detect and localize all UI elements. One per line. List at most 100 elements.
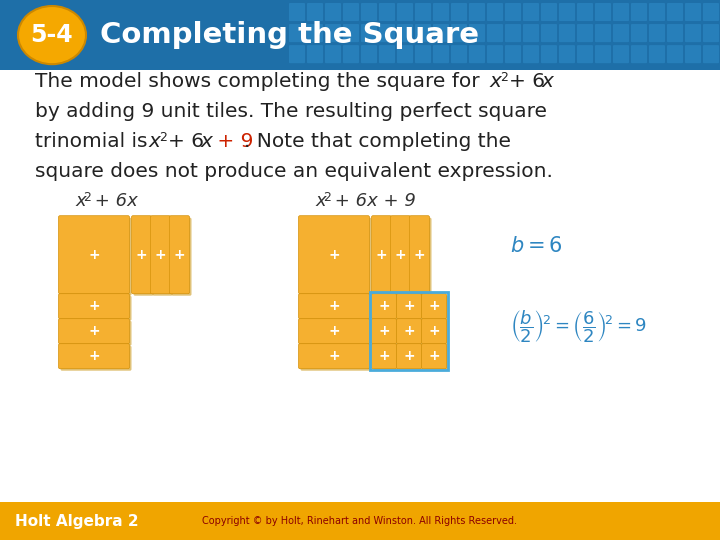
FancyBboxPatch shape — [361, 3, 377, 21]
FancyBboxPatch shape — [343, 45, 359, 63]
FancyBboxPatch shape — [649, 24, 665, 42]
FancyBboxPatch shape — [289, 24, 305, 42]
FancyBboxPatch shape — [60, 218, 132, 296]
FancyBboxPatch shape — [379, 45, 395, 63]
FancyBboxPatch shape — [410, 215, 430, 294]
FancyBboxPatch shape — [487, 45, 503, 63]
Text: 2: 2 — [159, 131, 167, 144]
FancyBboxPatch shape — [397, 343, 421, 369]
Text: +: + — [428, 324, 440, 338]
Text: +: + — [328, 248, 340, 262]
FancyBboxPatch shape — [397, 45, 413, 63]
Text: x: x — [490, 72, 502, 91]
FancyBboxPatch shape — [372, 343, 397, 369]
FancyBboxPatch shape — [423, 321, 449, 346]
Text: +: + — [376, 248, 387, 262]
Text: + 9: + 9 — [211, 132, 253, 151]
Text: Copyright © by Holt, Rinehart and Winston. All Rights Reserved.: Copyright © by Holt, Rinehart and Winsto… — [202, 516, 518, 526]
FancyBboxPatch shape — [150, 215, 171, 294]
Text: +: + — [403, 324, 415, 338]
FancyBboxPatch shape — [397, 3, 413, 21]
Text: +: + — [403, 349, 415, 363]
FancyBboxPatch shape — [523, 45, 539, 63]
Text: x: x — [75, 192, 86, 210]
Text: 2: 2 — [83, 191, 91, 204]
FancyBboxPatch shape — [289, 45, 305, 63]
FancyBboxPatch shape — [559, 3, 575, 21]
FancyBboxPatch shape — [300, 296, 372, 321]
FancyBboxPatch shape — [374, 321, 398, 346]
Text: +: + — [88, 248, 100, 262]
FancyBboxPatch shape — [169, 215, 189, 294]
Text: +: + — [328, 349, 340, 363]
FancyBboxPatch shape — [433, 3, 449, 21]
FancyBboxPatch shape — [415, 3, 431, 21]
FancyBboxPatch shape — [289, 3, 305, 21]
FancyBboxPatch shape — [613, 24, 629, 42]
FancyBboxPatch shape — [613, 45, 629, 63]
FancyBboxPatch shape — [433, 24, 449, 42]
FancyBboxPatch shape — [559, 24, 575, 42]
Text: Completing the Square: Completing the Square — [100, 21, 479, 49]
Text: +: + — [378, 299, 390, 313]
FancyBboxPatch shape — [392, 218, 413, 296]
Text: +: + — [155, 248, 166, 262]
FancyBboxPatch shape — [433, 45, 449, 63]
FancyBboxPatch shape — [0, 0, 720, 70]
FancyBboxPatch shape — [133, 218, 153, 296]
FancyBboxPatch shape — [541, 3, 557, 21]
FancyBboxPatch shape — [60, 321, 132, 346]
FancyBboxPatch shape — [423, 296, 449, 321]
Text: + 6x + 9: + 6x + 9 — [329, 192, 416, 210]
FancyBboxPatch shape — [372, 319, 397, 343]
FancyBboxPatch shape — [307, 45, 323, 63]
Text: $\left(\dfrac{b}{2}\right)^{\!2} = \left(\dfrac{6}{2}\right)^{\!2} = 9$: $\left(\dfrac{b}{2}\right)^{\!2} = \left… — [510, 308, 647, 345]
FancyBboxPatch shape — [577, 3, 593, 21]
Text: 2: 2 — [500, 71, 508, 84]
FancyBboxPatch shape — [415, 45, 431, 63]
FancyBboxPatch shape — [595, 3, 611, 21]
FancyBboxPatch shape — [631, 45, 647, 63]
FancyBboxPatch shape — [0, 502, 720, 540]
Text: 5-4: 5-4 — [31, 23, 73, 47]
FancyBboxPatch shape — [60, 346, 132, 370]
FancyBboxPatch shape — [412, 218, 431, 296]
FancyBboxPatch shape — [374, 296, 398, 321]
FancyBboxPatch shape — [505, 3, 521, 21]
FancyBboxPatch shape — [390, 215, 410, 294]
FancyBboxPatch shape — [325, 24, 341, 42]
FancyBboxPatch shape — [300, 321, 372, 346]
FancyBboxPatch shape — [397, 319, 421, 343]
FancyBboxPatch shape — [171, 218, 192, 296]
FancyBboxPatch shape — [153, 218, 173, 296]
FancyBboxPatch shape — [307, 3, 323, 21]
Text: The model shows completing the square for: The model shows completing the square fo… — [35, 72, 486, 91]
FancyBboxPatch shape — [398, 346, 423, 370]
Text: +: + — [414, 248, 426, 262]
Text: +: + — [328, 299, 340, 313]
FancyBboxPatch shape — [577, 24, 593, 42]
FancyBboxPatch shape — [132, 215, 151, 294]
Text: +: + — [88, 324, 100, 338]
FancyBboxPatch shape — [423, 346, 449, 370]
Text: 2: 2 — [323, 191, 331, 204]
FancyBboxPatch shape — [667, 45, 683, 63]
FancyBboxPatch shape — [58, 319, 130, 343]
FancyBboxPatch shape — [374, 346, 398, 370]
FancyBboxPatch shape — [703, 45, 719, 63]
FancyBboxPatch shape — [595, 24, 611, 42]
FancyBboxPatch shape — [667, 24, 683, 42]
FancyBboxPatch shape — [372, 294, 397, 319]
FancyBboxPatch shape — [58, 343, 130, 369]
Text: +: + — [88, 299, 100, 313]
FancyBboxPatch shape — [703, 24, 719, 42]
FancyBboxPatch shape — [541, 24, 557, 42]
FancyBboxPatch shape — [299, 215, 369, 294]
FancyBboxPatch shape — [60, 296, 132, 321]
FancyBboxPatch shape — [703, 3, 719, 21]
FancyBboxPatch shape — [685, 24, 701, 42]
FancyBboxPatch shape — [421, 343, 446, 369]
FancyBboxPatch shape — [398, 321, 423, 346]
FancyBboxPatch shape — [300, 218, 372, 296]
Text: +: + — [174, 248, 185, 262]
